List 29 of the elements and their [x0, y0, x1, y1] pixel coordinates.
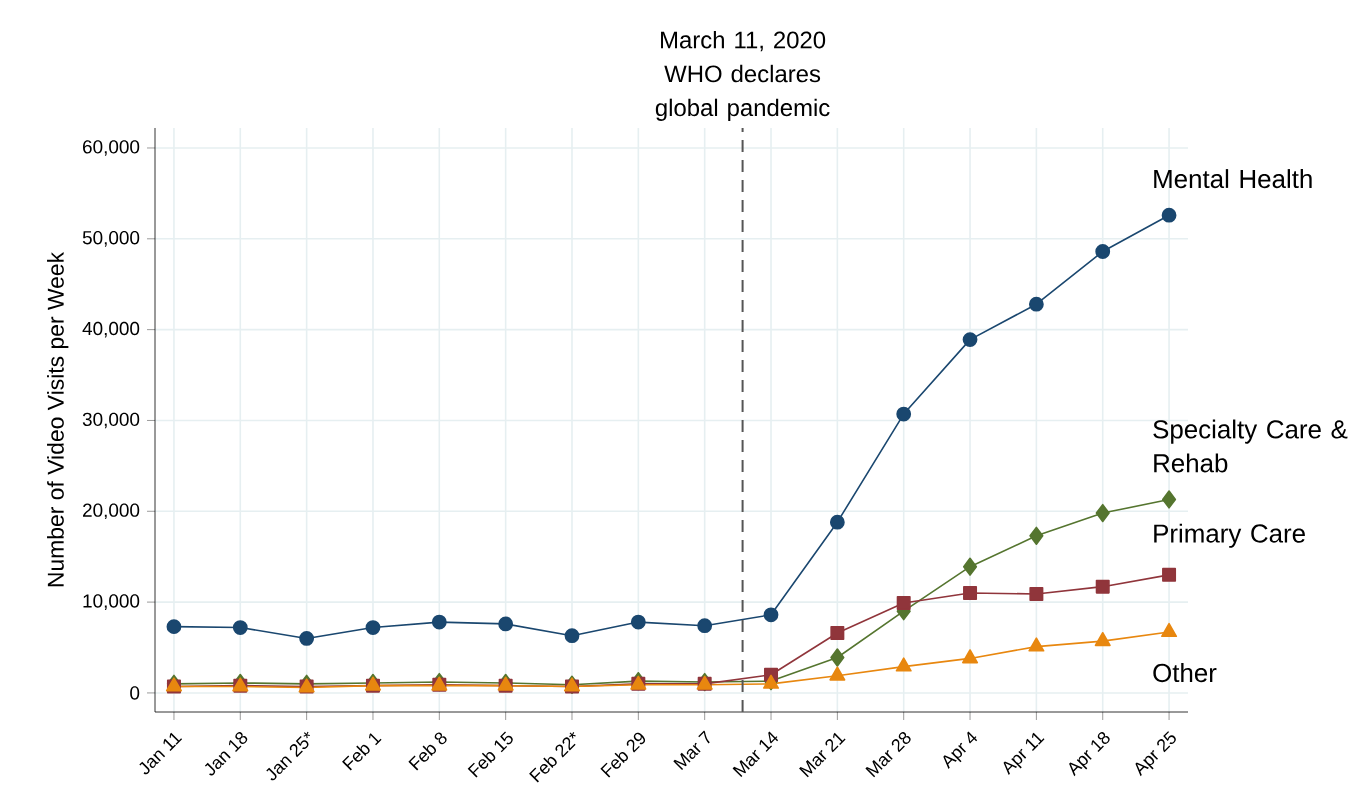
series-label: Specialty Care & Rehab	[1153, 419, 1348, 473]
x-tick-label: Jan 25*	[266, 731, 310, 781]
y-tick-label: 30,000	[82, 412, 140, 429]
x-tick-label: Apr 18	[1069, 732, 1110, 777]
y-tick-label: 40,000	[82, 321, 140, 338]
x-tick-label: Apr 25	[1135, 731, 1176, 777]
x-tick-label: Apr 11	[1003, 732, 1045, 776]
x-tick-label: Apr 4	[943, 731, 978, 769]
x-tick-label: Feb 15	[467, 731, 513, 778]
x-tick-label: Feb 8	[408, 732, 447, 771]
x-tick-label: Mar 7	[673, 730, 710, 771]
series-label: Other	[1153, 663, 1217, 683]
x-tick-label: Feb 29	[600, 732, 646, 778]
x-tick-label: Jan 11	[139, 732, 183, 775]
y-tick-label: 50,000	[82, 230, 140, 247]
series-label: Primary Care	[1154, 523, 1305, 548]
x-tick-label: Mar 21	[799, 732, 846, 778]
x-tick-label: Jan 18	[204, 732, 248, 776]
x-tick-label: Mar 14	[732, 731, 779, 778]
series-label: Mental Health	[1154, 169, 1312, 189]
x-tick-label: Mar 28	[865, 732, 911, 778]
y-tick-label: 60,000	[83, 140, 140, 156]
x-tick-label: Feb 22*	[529, 732, 576, 783]
y-tick-label: 10,000	[83, 594, 140, 610]
y-tick-label: 20,000	[83, 503, 140, 520]
y-axis-title: Number of Video Visits per Week	[47, 251, 69, 587]
ref-line-label: March 11, 2020 WHO declares global pandemic	[655, 30, 830, 121]
y-tick-label: 0	[130, 686, 140, 700]
x-tick-label: Feb 1	[342, 733, 382, 771]
